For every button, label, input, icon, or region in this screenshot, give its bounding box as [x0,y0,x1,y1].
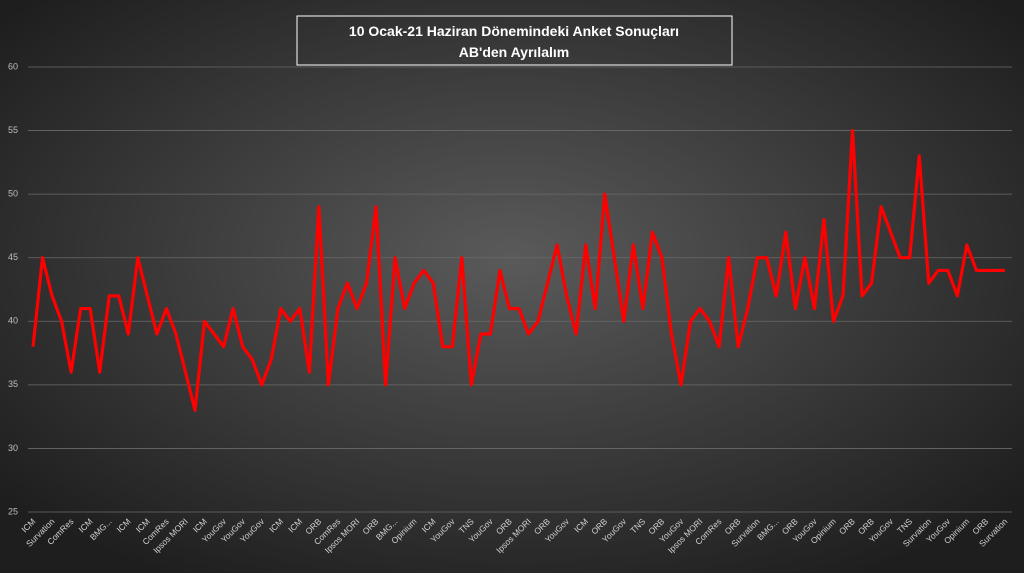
y-tick-label: 35 [8,379,18,389]
y-tick-label: 50 [8,189,18,199]
data-line [31,128,1005,412]
y-tick-label: 30 [8,443,18,453]
y-tick-label: 40 [8,316,18,326]
y-tick-label: 55 [8,125,18,135]
y-tick-label: 25 [8,506,18,516]
title-box [296,15,733,66]
chart-title: 10 Ocak-21 Haziran Dönemindeki Anket Son… [349,23,679,39]
chart-subtitle: AB'den Ayrılalım [459,44,569,60]
y-tick-label: 60 [8,61,18,71]
y-tick-label: 45 [8,252,18,262]
